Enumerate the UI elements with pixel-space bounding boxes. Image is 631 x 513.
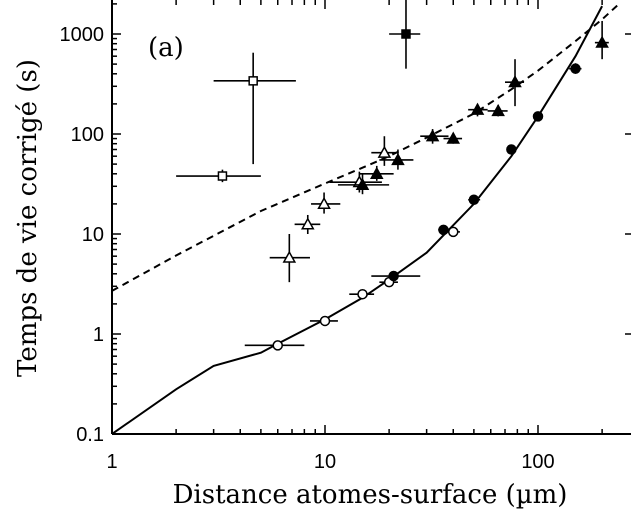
x-tick-label: 1 [106,451,117,473]
model-curves [112,3,620,434]
data-point-circle-filled [371,270,421,282]
data-point-circle-filled [468,194,481,206]
y-tick-label: 0.1 [76,424,104,446]
data-point-triangle-filled [594,20,609,60]
data-point-circle-open [349,288,375,300]
point-marker [595,35,609,48]
data-point-triangle-open [294,214,321,234]
point-marker [425,129,440,142]
data-point-triangle-filled [379,149,414,170]
point-marker [355,177,370,191]
point-marker [317,196,331,210]
data-point-triangle-filled [420,129,449,144]
data-point-circle-filled [569,63,582,74]
data-point-circle-open [446,226,460,238]
point-marker [468,194,480,206]
point-marker [570,63,581,74]
point-marker [491,103,505,117]
point-marker [319,315,331,327]
point-marker [506,144,517,155]
data-point-triangle-filled [505,59,525,107]
y-tick-label: 100 [71,124,104,146]
x-tick-label: 10 [314,451,336,473]
data-point-circle-filled [438,224,450,236]
data-point-triangle-open [371,136,398,166]
data-point-circle-filled [506,144,517,155]
point-marker [217,171,228,181]
point-marker [470,102,485,115]
point-marker [447,226,459,238]
solid-model-curve [112,5,603,434]
x-axis-title: Distance atomes-surface (µm) [173,480,568,510]
y-axis-title: Temps de vie corrigé (s) [13,59,43,377]
point-marker [508,75,522,88]
point-marker [446,131,461,144]
data-points [176,0,609,351]
data-point-triangle-filled [337,173,390,195]
point-marker [401,29,411,39]
y-tick-label: 1 [93,324,104,346]
point-marker [388,270,399,282]
point-marker [532,111,544,122]
data-point-circle-open [309,315,338,327]
data-point-triangle-filled [468,102,488,117]
x-tick-label: 100 [521,451,554,473]
data-point-square-filled [389,0,421,69]
point-marker [438,224,449,236]
data-point-circle-filled [532,111,544,122]
y-tick-label: 1000 [60,24,105,46]
point-marker [248,76,258,86]
data-point-triangle-filled [487,103,508,117]
data-point-square-open [213,52,296,165]
point-marker [300,217,315,230]
data-point-square-open [176,169,261,183]
data-point-triangle-open [311,192,341,214]
point-marker [357,288,368,300]
point-marker [282,250,297,263]
data-point-triangle-open [269,234,310,283]
point-marker [369,166,384,179]
data-point-triangle-filled [359,165,394,181]
data-point-circle-open [244,340,305,351]
point-marker [391,152,405,166]
dashed-model-curve [112,3,620,292]
panel-label: (a) [148,33,184,63]
y-tick-label: 10 [82,224,104,246]
point-marker [272,340,283,351]
point-marker [377,145,392,158]
data-point-triangle-filled [443,131,463,144]
